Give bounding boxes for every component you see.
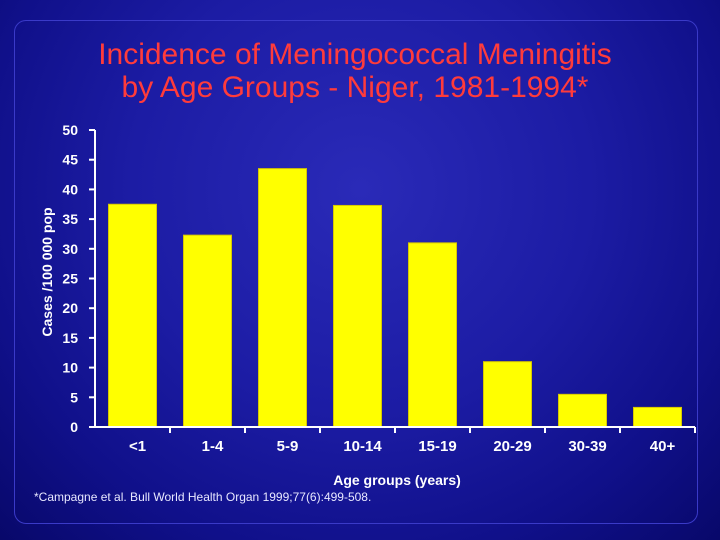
x-tick-label: 5-9 — [277, 438, 299, 455]
x-tick-label: <1 — [129, 438, 146, 455]
bar-5-9 — [258, 168, 307, 428]
bars-group — [108, 168, 682, 428]
y-tick-label: 20 — [62, 300, 78, 316]
y-tick-label: 0 — [70, 419, 78, 435]
x-axis-title: Age groups (years) — [333, 472, 461, 488]
y-tick-label: 35 — [62, 211, 78, 227]
chart-title: Incidence of Meningococcal Meningitis by… — [0, 38, 710, 104]
bar-10-14 — [333, 204, 382, 428]
y-tick-label: 25 — [62, 271, 78, 287]
y-tick-label: 15 — [62, 330, 78, 346]
chart-title-line-1: Incidence of Meningococcal Meningitis — [98, 38, 612, 71]
slide-frame — [14, 20, 698, 524]
y-tick-label: 50 — [62, 122, 78, 138]
x-ticks-group: <1 1-4 5-9 10-14 15-19 20-29 30-39 40+ — [129, 427, 696, 455]
x-tick-label: 10-14 — [343, 438, 382, 455]
bar-30-39 — [558, 393, 607, 428]
x-tick-label: 40+ — [650, 438, 676, 455]
bar-<1 — [108, 203, 157, 428]
y-tick-label: 45 — [62, 152, 78, 168]
citation: *Campagne et al. Bull World Health Organ… — [34, 490, 372, 504]
x-tick-label: 20-29 — [493, 438, 531, 455]
y-axis-title: Cases /100 000 pop — [39, 207, 55, 336]
y-tick-label: 40 — [62, 181, 78, 197]
x-tick-label: 30-39 — [568, 438, 606, 455]
bar-20-29 — [483, 361, 532, 428]
chart-title-line-2: by Age Groups - Niger, 1981-1994* — [121, 71, 589, 104]
y-tick-label: 5 — [70, 389, 78, 405]
bar-15-19 — [408, 242, 457, 428]
y-tick-label: 10 — [62, 360, 78, 376]
y-ticks-group: 0 5 10 15 20 25 30 35 40 45 50 — [62, 122, 95, 435]
x-tick-label: 1-4 — [202, 438, 224, 455]
bar-1-4 — [183, 234, 232, 428]
x-tick-label: 15-19 — [418, 438, 456, 455]
y-tick-label: 30 — [62, 241, 78, 257]
bar-40+ — [633, 406, 682, 428]
